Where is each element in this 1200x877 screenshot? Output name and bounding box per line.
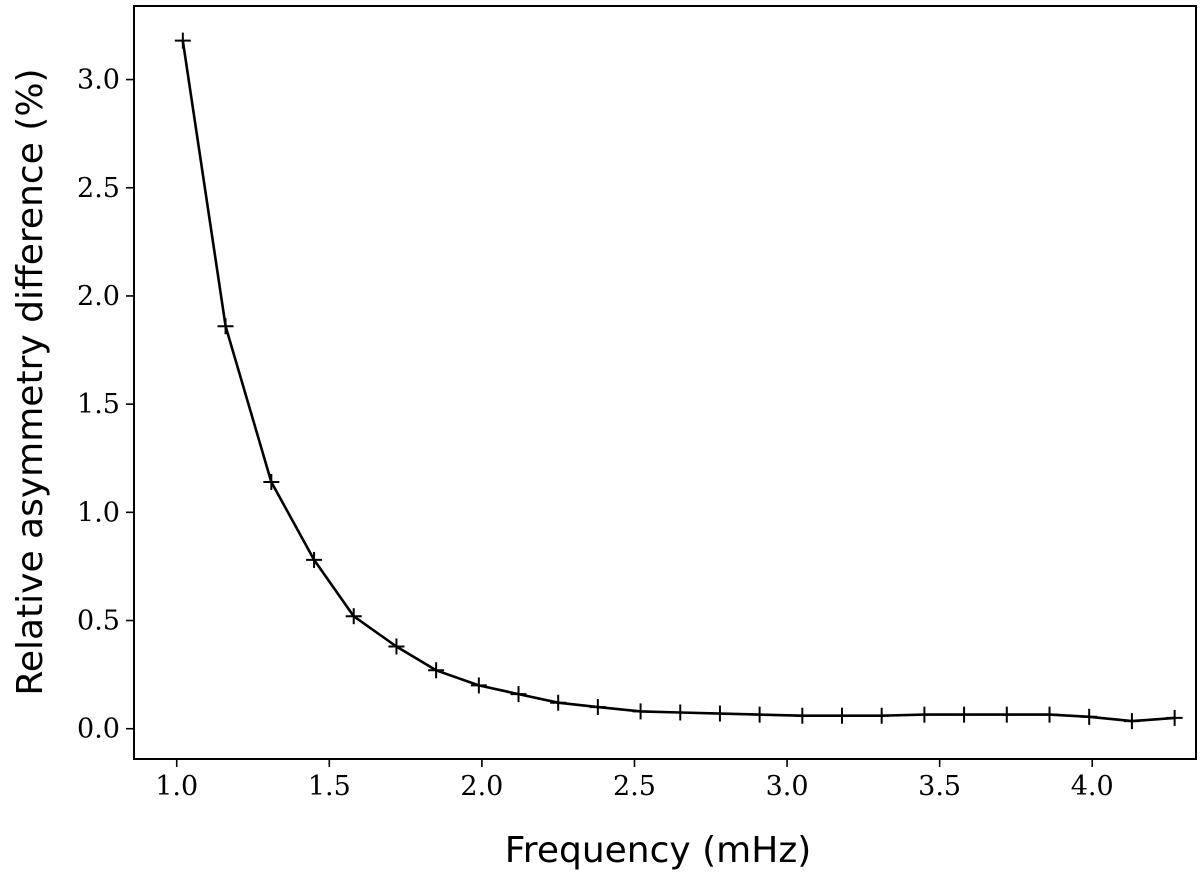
y-tick-label: 1.0 (77, 497, 120, 528)
data-point (345, 608, 362, 625)
data-point (470, 677, 487, 694)
data-point (873, 707, 890, 724)
x-tick-label: 1.0 (155, 771, 198, 802)
data-point (428, 662, 445, 679)
plot-frame (133, 5, 1197, 760)
data-point (632, 703, 649, 720)
data-point (672, 704, 689, 721)
data-point (998, 706, 1015, 723)
y-tick-label: 2.5 (77, 173, 120, 204)
y-tick-label: 0.5 (77, 606, 120, 637)
series-line (181, 40, 1175, 723)
data-point (751, 706, 768, 723)
x-tick-label: 3.0 (766, 771, 809, 802)
data-point (263, 474, 280, 491)
data-point (217, 318, 234, 335)
data-point (956, 706, 973, 723)
data-point (306, 551, 323, 568)
x-tick-label: 1.5 (308, 771, 351, 802)
data-point (711, 705, 728, 722)
data-point (794, 707, 811, 724)
data-point (1081, 708, 1098, 725)
y-axis-label: Relative asymmetry difference (%) (10, 68, 51, 695)
x-tick-label: 4.0 (1071, 771, 1114, 802)
x-tick-label: 2.5 (613, 771, 656, 802)
x-axis-label: Frequency (mHz) (505, 830, 812, 871)
data-point (1166, 709, 1183, 726)
y-tick-label: 2.0 (77, 281, 120, 312)
y-tick-label: 1.5 (77, 389, 120, 420)
data-point (916, 706, 933, 723)
data-point (1041, 706, 1058, 723)
data-point (388, 638, 405, 655)
data-point (589, 699, 606, 716)
x-tick-label: 2.0 (460, 771, 503, 802)
data-point (510, 686, 527, 703)
data-series (174, 32, 1183, 730)
axis-ticks: 1.0 1.5 2.0 2.5 3.0 3.5 4.0 0.0 0.5 1.0 1.5 2.0 2.5 3… (77, 65, 1114, 802)
data-point (834, 707, 850, 724)
data-point (174, 32, 191, 49)
data-point (1123, 713, 1140, 730)
y-tick-label: 0.0 (77, 714, 120, 745)
y-tick-label: 3.0 (77, 65, 120, 96)
x-tick-label: 3.5 (918, 771, 961, 802)
data-point (550, 694, 567, 711)
